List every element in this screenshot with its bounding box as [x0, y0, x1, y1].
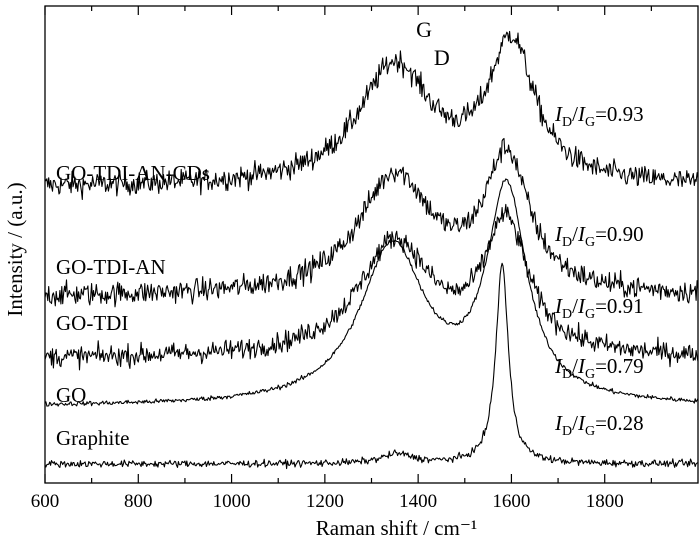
spectrum-go [44, 178, 699, 407]
x-tick-label: 1400 [399, 491, 437, 512]
series-label: GO [56, 383, 86, 407]
id-ig-ratio-label: ID/IG=0.91 [554, 294, 644, 322]
id-ig-ratio-label: ID/IG=0.79 [554, 354, 644, 382]
x-tick-label: 1600 [492, 491, 530, 512]
x-axis-ticks: 600 800 1000 1200 1400 1600 1800 [31, 6, 652, 512]
x-tick-label: 1000 [213, 491, 251, 512]
x-tick-label: 1200 [306, 491, 344, 512]
y-axis-title: Intensity / (a.u.) [3, 182, 27, 316]
spectrum-graphite [44, 262, 699, 470]
ratio-labels: ID/IG=0.93 ID/IG=0.90 ID/IG=0.91 ID/IG=0.79… [554, 102, 644, 439]
x-tick-label: 1800 [586, 491, 624, 512]
peak-labels: DG [416, 17, 450, 70]
peak-label-g: G [416, 17, 432, 42]
x-axis-title: Raman shift / cm⁻¹ [316, 516, 477, 540]
id-ig-ratio-label: ID/IG=0.90 [554, 222, 644, 250]
spectra-group [44, 30, 699, 470]
peak-label-d: D [434, 45, 450, 70]
x-tick-label: 600 [31, 491, 60, 512]
series-labels: GO-TDI-AN-CDs GO-TDI-AN GO-TDI GO Graphite [56, 161, 210, 450]
spectrum-go-tdi-an-cds [44, 30, 699, 201]
spectrum-go-tdi-an [44, 137, 699, 308]
series-label: GO-TDI [56, 311, 128, 335]
id-ig-ratio-label: ID/IG=0.28 [554, 411, 644, 439]
series-label: Graphite [56, 426, 129, 450]
series-label: GO-TDI-AN-CDs [56, 161, 210, 185]
id-ig-ratio-label: ID/IG=0.93 [554, 102, 644, 130]
series-label: GO-TDI-AN [56, 255, 166, 279]
x-tick-label: 800 [124, 491, 153, 512]
spectrum-go-tdi [44, 203, 699, 371]
